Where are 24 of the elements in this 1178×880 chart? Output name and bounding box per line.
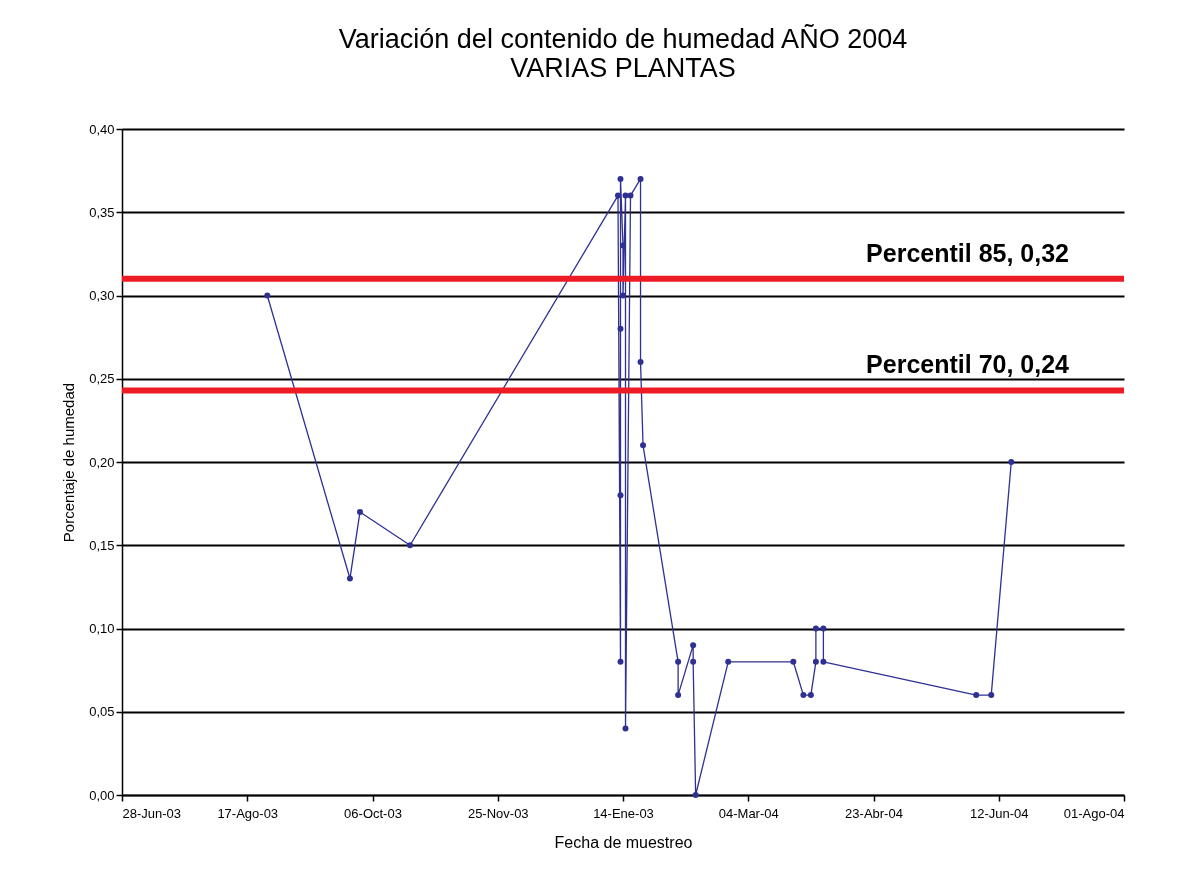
y-tick-label: 0,00 xyxy=(89,787,115,803)
x-tick-label: 14-Ene-03 xyxy=(593,805,654,821)
y-tick-label: 0,40 xyxy=(89,121,115,137)
x-tick-label: 28-Jun-03 xyxy=(122,805,182,821)
y-tick-label: 0,05 xyxy=(89,704,115,720)
x-tick-label: 06-Oct-03 xyxy=(344,805,402,821)
chart-subtitle: VARIAS PLANTAS xyxy=(510,53,736,83)
ref-line-label: Percentil 85, 0,32 xyxy=(866,238,1069,267)
x-tick-label: 12-Jun-04 xyxy=(969,805,1029,821)
y-tick-label: 0,25 xyxy=(89,371,115,387)
y-tick-label: 0,20 xyxy=(89,454,115,470)
y-tick-label: 0,10 xyxy=(89,621,115,636)
y-tick-label: 0,35 xyxy=(89,204,115,220)
y-tick-label: 0,15 xyxy=(89,537,115,553)
ref-line-label: Percentil 70, 0,24 xyxy=(866,350,1070,379)
x-tick-label: 25-Nov-03 xyxy=(467,805,529,821)
x-tick-label: 17-Ago-03 xyxy=(217,805,279,821)
chart-title: Variación del contenido de humedad AÑO 2004 xyxy=(338,23,908,54)
x-tick-label: 04-Mar-04 xyxy=(718,805,779,821)
x-axis-title: Fecha de muestreo xyxy=(554,833,693,851)
x-tick-label: 01-Ago-04 xyxy=(1063,805,1125,821)
y-tick-label: 0,30 xyxy=(89,288,115,303)
x-tick-label: 23-Abr-04 xyxy=(845,805,903,821)
y-axis-title: Porcentaje de humedad xyxy=(60,382,78,543)
